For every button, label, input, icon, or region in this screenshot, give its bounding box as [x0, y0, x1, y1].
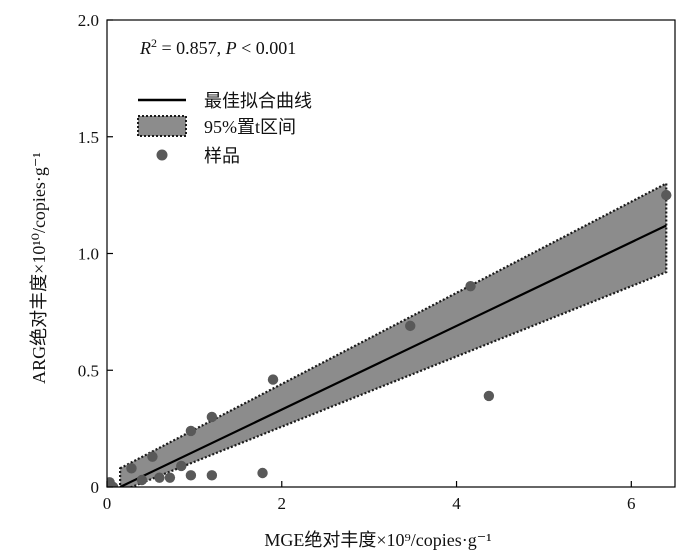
r2-superscript: 2: [151, 36, 157, 50]
data-point-10: [185, 470, 197, 481]
legend-ci-band-label: 95%置t区间: [204, 117, 296, 137]
y-tick-label-2.0: 2.0: [78, 11, 99, 30]
x-tick-label-6: 6: [627, 494, 636, 513]
data-point-3: [126, 463, 137, 474]
data-point-5: [147, 451, 158, 462]
plot-layer: [107, 181, 672, 487]
data-point-13: [257, 467, 268, 479]
y-tick-label-0: 0: [91, 478, 100, 497]
data-point-4: [136, 474, 148, 486]
legend-points-label: 样品: [204, 146, 240, 166]
legend: 最佳拟合曲线 95%置t区间 样品: [137, 91, 312, 166]
data-point-16: [465, 280, 476, 292]
p-value: < 0.001: [237, 38, 297, 58]
legend-points-swatch: [156, 149, 168, 161]
axes-layer: 0 2 4 6 0 0.5 1.0 1.5 2.0: [78, 11, 636, 513]
best-fit-line: [119, 224, 667, 487]
data-point-8: [176, 460, 187, 472]
data-point-18: [661, 189, 672, 201]
x-axis-title: MGE绝对丰度×10⁹/copies·g⁻¹: [264, 530, 491, 550]
x-tick-label-0: 0: [103, 494, 112, 513]
data-point-7: [164, 472, 176, 483]
fit-statistics-annotation: R2 = 0.857, P < 0.001: [139, 36, 296, 58]
p-symbol: P: [225, 38, 237, 58]
y-axis-title: ARG绝对丰度×10¹⁰/copies·g⁻¹: [29, 152, 49, 384]
r2-value: = 0.857,: [157, 38, 226, 58]
data-point-9: [185, 425, 197, 437]
y-tick-label-1.0: 1.0: [78, 245, 99, 264]
data-point-6: [154, 472, 165, 483]
data-point-15: [405, 320, 416, 332]
legend-ci-band-swatch: [137, 115, 187, 137]
x-tick-label-4: 4: [452, 494, 461, 513]
data-point-12: [206, 470, 218, 481]
data-point-2: [107, 481, 119, 487]
confidence-band: [119, 181, 668, 487]
r2-symbol: R: [139, 38, 151, 58]
y-tick-label-1.5: 1.5: [78, 128, 99, 147]
y-tick-label-0.5: 0.5: [78, 361, 99, 380]
x-tick-label-2: 2: [278, 494, 287, 513]
legend-fit-line-label: 最佳拟合曲线: [204, 91, 312, 111]
data-point-11: [206, 411, 218, 423]
data-point-17: [483, 390, 495, 402]
data-point-14: [267, 374, 279, 385]
